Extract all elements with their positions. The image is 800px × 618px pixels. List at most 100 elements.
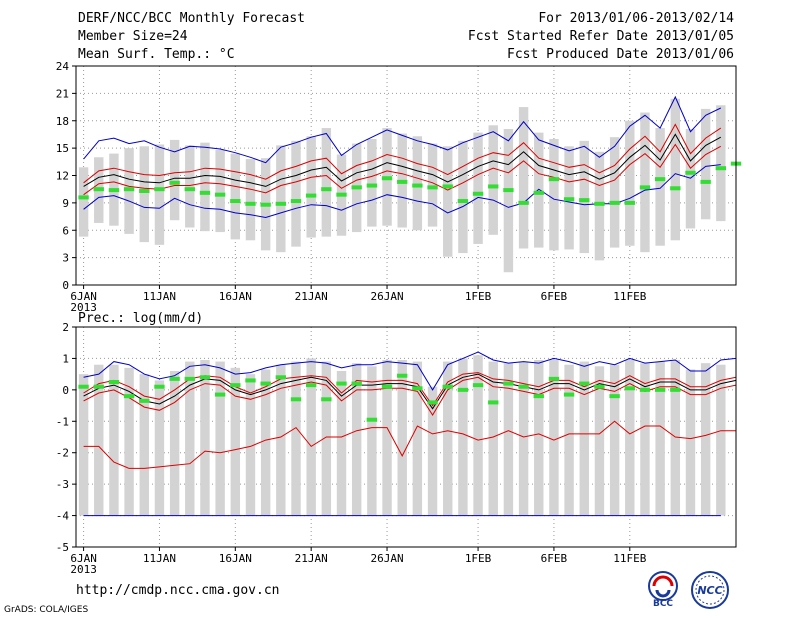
- spread-bar: [321, 128, 332, 237]
- observed-marker: [214, 192, 226, 197]
- observed-marker: [503, 188, 514, 193]
- spread-bar: [276, 364, 286, 516]
- observed-marker: [93, 187, 104, 192]
- observed-marker: [366, 183, 378, 188]
- observed-marker: [579, 381, 590, 386]
- observed-marker: [700, 179, 711, 184]
- forecast-period: For 2013/01/06-2013/02/14: [538, 11, 734, 26]
- spread-bar: [594, 366, 605, 516]
- x-tick-label: 11JAN: [143, 290, 176, 303]
- x-tick-label: 16JAN: [219, 552, 252, 565]
- observed-marker: [275, 201, 287, 206]
- spread-bar: [336, 371, 347, 516]
- observed-marker: [609, 394, 620, 399]
- observed-marker: [260, 202, 271, 207]
- ncc-logo: NCC: [686, 570, 734, 614]
- spread-bar: [154, 380, 165, 516]
- spread-bar: [609, 137, 620, 248]
- observed-marker: [624, 386, 635, 391]
- plot-frame: [75, 326, 737, 548]
- spread-bar: [534, 132, 544, 248]
- footer-url[interactable]: http://cmdp.ncc.cma.gov.cn: [76, 583, 280, 598]
- x-tick-label: 26JAN: [370, 290, 403, 303]
- observed-marker: [579, 198, 590, 203]
- spread-bar: [655, 361, 665, 516]
- spread-bar: [625, 120, 635, 246]
- observed-marker: [305, 383, 317, 388]
- forecast-produced-date: Fcst Produced Date 2013/01/06: [507, 47, 734, 62]
- y-tick-label: 18: [56, 115, 69, 128]
- x-tick-label: 16JAN: [219, 290, 252, 303]
- series-line-ensemble-upper: [83, 351, 737, 391]
- series-line-lower-quartile: [83, 143, 722, 196]
- y-tick-label: 0: [62, 279, 69, 292]
- chart-title: DERF/NCC/BCC Monthly Forecast: [78, 11, 305, 26]
- forecast-start-date: Fcst Started Refer Date 2013/01/05: [467, 29, 734, 44]
- ncc-logo-text: NCC: [697, 584, 722, 597]
- spread-bar: [245, 374, 256, 516]
- spread-bar: [200, 142, 210, 232]
- spread-bar: [503, 363, 514, 516]
- observed-marker: [351, 381, 362, 386]
- spread-bar: [458, 358, 468, 516]
- y-tick-label: 0: [62, 384, 69, 397]
- observed-marker: [78, 195, 89, 200]
- spread-bar: [427, 143, 438, 227]
- observed-marker: [548, 177, 560, 182]
- spread-bar: [655, 128, 665, 246]
- spread-bar: [488, 361, 498, 516]
- spread-bar: [716, 105, 726, 222]
- observed-marker: [488, 184, 499, 189]
- observed-marker: [472, 191, 484, 196]
- spread-bar: [169, 139, 180, 221]
- observed-marker: [715, 166, 727, 171]
- spread-bar: [185, 361, 195, 516]
- y-tick-label: 6: [62, 224, 69, 237]
- y-tick-label: -1: [56, 415, 69, 428]
- spread-bar: [124, 367, 134, 516]
- spread-bar: [579, 140, 589, 254]
- observed-marker: [290, 397, 302, 402]
- y-tick-label: 3: [62, 252, 69, 265]
- spread-bar: [640, 363, 650, 516]
- member-size: Member Size=24: [78, 29, 188, 44]
- spread-bar: [427, 386, 438, 516]
- spread-bar: [276, 145, 286, 253]
- observed-marker: [654, 387, 666, 392]
- spread-bar: [306, 358, 316, 516]
- spread-bar: [700, 363, 711, 516]
- spread-bar: [291, 140, 301, 247]
- x-tick-label: 6JAN: [70, 552, 97, 565]
- spread-bar: [609, 364, 620, 516]
- observed-marker: [275, 375, 287, 380]
- observed-marker: [412, 386, 423, 391]
- observed-marker: [260, 381, 271, 386]
- series-line-ensemble-min: [83, 420, 736, 469]
- spread-bar: [640, 112, 650, 253]
- x-tick-label: 6JAN: [70, 290, 97, 303]
- series-line-ensemble-mean: [83, 373, 737, 410]
- observed-marker: [123, 394, 135, 399]
- spread-bar: [154, 144, 165, 245]
- y-tick-label: 12: [56, 170, 69, 183]
- spread-bar: [215, 361, 225, 516]
- observed-marker: [230, 383, 241, 388]
- observed-marker: [245, 201, 256, 206]
- observed-marker: [670, 186, 681, 191]
- y-tick-label: -3: [56, 478, 69, 491]
- observed-marker: [397, 179, 408, 184]
- observed-marker: [563, 197, 575, 202]
- spread-bar: [245, 159, 256, 241]
- observed-marker: [169, 376, 180, 381]
- spread-bar: [139, 374, 149, 516]
- spread-bar: [549, 360, 559, 516]
- observed-marker: [381, 384, 393, 389]
- x-tick-label: 11FEB: [613, 290, 646, 303]
- observed-marker: [685, 170, 696, 175]
- bcc-logo: BCC: [640, 570, 686, 612]
- series-line-ensemble-mean: [83, 133, 722, 187]
- spread-bar: [685, 369, 696, 516]
- spread-bar: [230, 367, 241, 516]
- observed-marker: [563, 392, 575, 397]
